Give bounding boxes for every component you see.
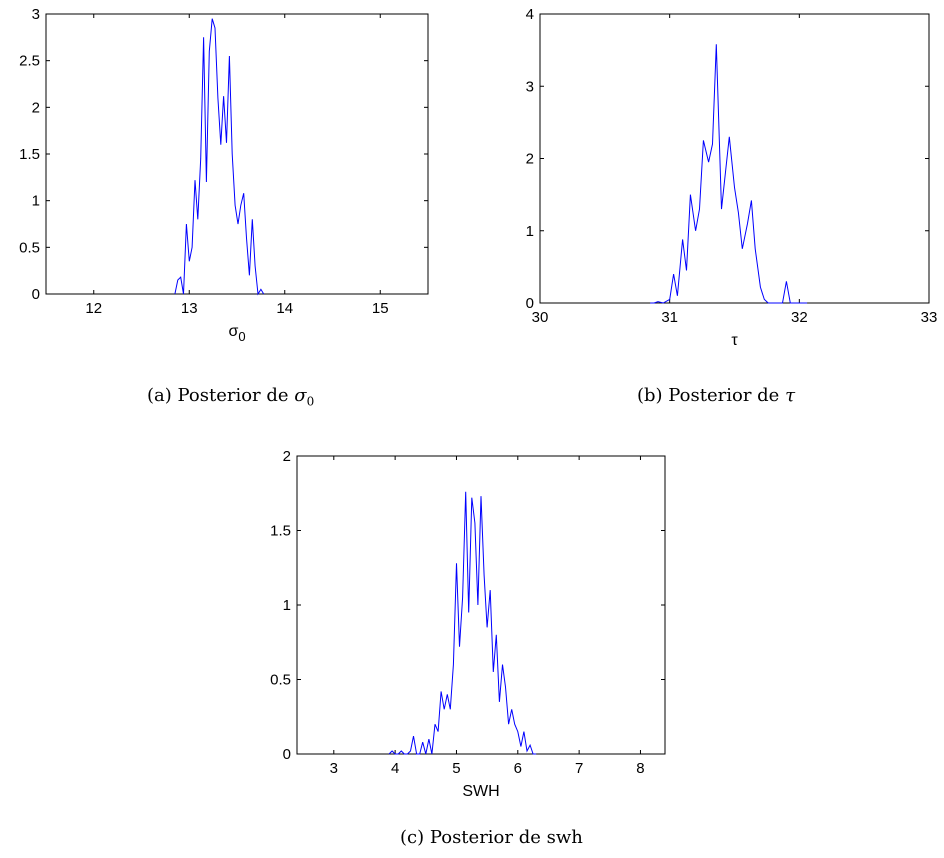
chart-a: 12 13 14 15 0 0.5 1 1.5 2 2.5 3 σ0 <box>19 6 429 344</box>
x-tick-label: 5 <box>452 760 460 777</box>
x-axis-label: τ <box>731 332 738 349</box>
x-tick-label: 4 <box>391 760 399 777</box>
x-tick-label: 32 <box>791 309 808 326</box>
y-tick-label: 1 <box>32 193 40 210</box>
caption-a-prefix: (a) Posterior de <box>147 385 295 406</box>
y-tick-label: 2 <box>32 99 40 116</box>
series-line <box>650 44 808 304</box>
caption-b-symbol: τ <box>785 385 796 406</box>
y-tick-label: 0 <box>283 746 291 763</box>
y-tick-label: 1.5 <box>19 146 40 163</box>
y-tick-label: 1 <box>526 223 534 240</box>
x-tick-label: 3 <box>330 760 338 777</box>
x-tick-label: 6 <box>514 760 522 777</box>
plot-frame <box>45 13 429 295</box>
y-tick-label: 1.5 <box>270 523 291 540</box>
y-tick-label: 2.5 <box>19 53 40 70</box>
x-tick-label: 14 <box>276 300 293 317</box>
series-line <box>174 18 265 296</box>
x-tick-label: 33 <box>921 309 938 326</box>
x-tick-label: 13 <box>181 300 198 317</box>
x-axis-label: σ0 <box>228 323 245 344</box>
y-tick-label: 2 <box>283 448 291 465</box>
caption-a-sub: 0 <box>306 394 315 409</box>
caption-c-prefix: (c) Posterior de <box>400 827 547 848</box>
x-tick-label: 8 <box>636 760 644 777</box>
series-line <box>388 491 537 755</box>
caption-a: (a) Posterior de σ0 <box>147 385 314 409</box>
caption-b: (b) Posterior de τ <box>637 385 795 406</box>
y-tick-label: 3 <box>526 78 534 95</box>
caption-a-symbol: σ <box>294 385 307 406</box>
x-tick-label: 15 <box>372 300 389 317</box>
y-tick-label: 0 <box>32 286 40 303</box>
y-tick-label: 0 <box>526 295 534 312</box>
y-tick-label: 2 <box>526 151 534 168</box>
y-tick-label: 0.5 <box>19 239 40 256</box>
y-tick-label: 1 <box>283 597 291 614</box>
caption-c: (c) Posterior de swh <box>400 827 583 848</box>
y-tick-label: 3 <box>32 6 40 23</box>
chart-b: 30 31 32 33 0 1 2 3 4 τ <box>526 6 938 349</box>
y-tick-label: 4 <box>526 6 534 23</box>
x-tick-label: 12 <box>85 300 102 317</box>
x-tick-label: 7 <box>575 760 583 777</box>
chart-c: 3 4 5 6 7 8 0 0.5 1 1.5 2 SWH <box>270 448 666 800</box>
caption-c-symbol: swh <box>546 827 583 848</box>
plot-frame <box>539 13 930 304</box>
y-tick-label: 0.5 <box>270 672 291 689</box>
x-tick-label: 31 <box>661 309 678 326</box>
x-tick-label: 30 <box>532 309 549 326</box>
x-axis-label: SWH <box>462 783 499 800</box>
caption-b-prefix: (b) Posterior de <box>637 385 786 406</box>
